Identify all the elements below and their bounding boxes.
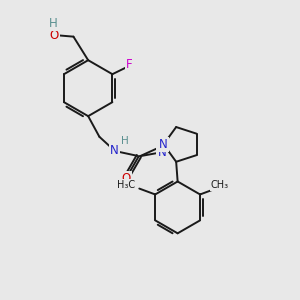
Text: CH₃: CH₃	[211, 180, 229, 190]
Text: N: N	[159, 138, 168, 151]
Text: N: N	[110, 144, 119, 158]
Text: N: N	[158, 146, 166, 159]
Text: O: O	[122, 172, 131, 185]
Text: F: F	[126, 58, 133, 71]
Text: H: H	[49, 17, 58, 31]
Text: H: H	[121, 136, 129, 146]
Text: H₃C: H₃C	[117, 180, 136, 190]
Text: O: O	[50, 29, 59, 42]
